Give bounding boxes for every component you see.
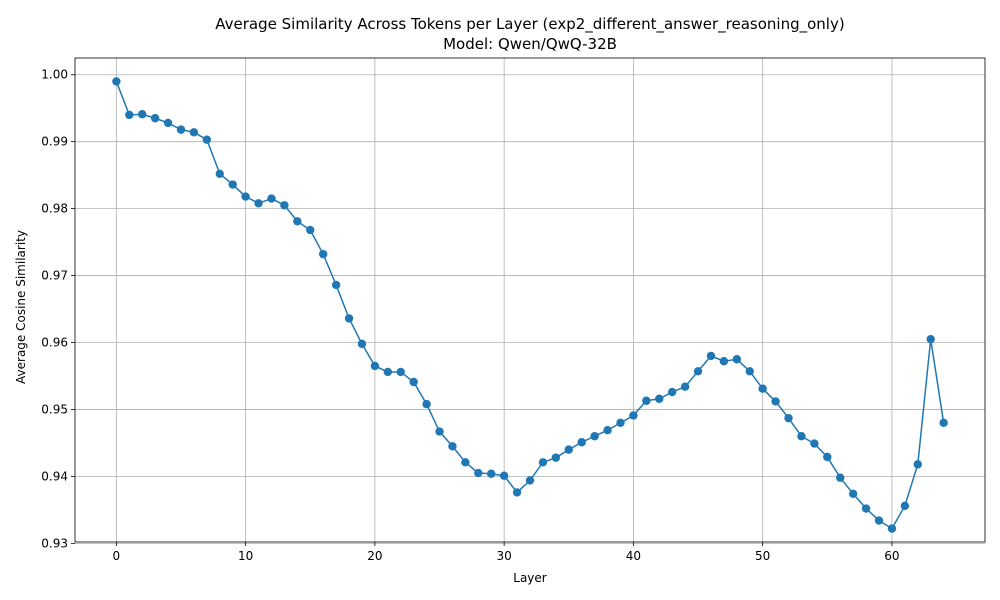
data-point — [396, 367, 405, 377]
data-point — [616, 418, 625, 428]
y-tick-label: 1.00 — [41, 68, 68, 82]
data-point — [693, 367, 703, 376]
data-point — [797, 432, 806, 441]
data-point — [202, 135, 212, 144]
data-point — [293, 217, 302, 226]
data-point — [719, 357, 729, 366]
data-point — [861, 504, 871, 513]
y-axis-label: Average Cosine Similarity — [14, 230, 28, 384]
x-tick-label: 10 — [238, 549, 253, 563]
x-tick-label: 50 — [755, 549, 770, 563]
data-point — [706, 351, 716, 361]
data-point — [642, 396, 651, 405]
data-point — [125, 110, 134, 120]
data-point — [629, 411, 638, 420]
axis-ticks: 0 10 20 30 40 50 60 0.93 0.94 0.95 0.96 0.97 0.98 0.9… — [41, 68, 899, 563]
data-point — [112, 77, 121, 86]
x-axis-label: Layer — [513, 571, 547, 585]
data-point — [150, 114, 160, 123]
data-point — [603, 426, 612, 435]
data-point — [228, 180, 237, 189]
plot-frame — [74, 57, 986, 543]
data-point — [435, 427, 444, 436]
data-point — [848, 489, 858, 498]
x-tick-label: 40 — [626, 549, 641, 563]
data-point — [525, 476, 535, 485]
data-point — [745, 367, 754, 376]
data-point — [344, 314, 354, 323]
data-point — [771, 397, 780, 406]
data-point — [667, 387, 677, 397]
data-point — [487, 469, 496, 478]
x-tick-label: 0 — [113, 549, 121, 563]
data-point — [680, 382, 690, 391]
data-point — [655, 394, 664, 403]
data-point — [836, 473, 845, 482]
data-point — [422, 399, 431, 409]
y-tick-label: 0.98 — [41, 202, 68, 216]
data-point — [215, 169, 224, 179]
data-point — [409, 377, 418, 387]
data-point — [448, 442, 457, 451]
y-tick-label: 0.99 — [41, 135, 68, 149]
data-point — [538, 458, 548, 467]
data-point — [887, 524, 897, 533]
data-point — [474, 468, 483, 478]
chart-title: Average Similarity Across Tokens per Lay… — [215, 15, 844, 34]
data-point — [461, 458, 470, 467]
data-point — [913, 460, 922, 469]
data-point — [499, 471, 509, 480]
data-point — [551, 453, 561, 462]
y-tick-label: 0.95 — [41, 402, 68, 416]
data-point — [176, 125, 186, 134]
x-tick-label: 20 — [367, 549, 382, 563]
series-layer — [112, 77, 948, 533]
data-point — [577, 438, 586, 447]
data-point — [874, 516, 884, 525]
x-tick-label: 30 — [497, 549, 512, 563]
x-tick-label: 60 — [884, 549, 899, 563]
data-point — [189, 128, 199, 137]
data-point — [810, 439, 819, 448]
y-tick-label: 0.96 — [41, 336, 68, 350]
data-point — [590, 432, 599, 441]
data-point — [267, 194, 276, 203]
data-point — [900, 501, 910, 511]
data-point — [784, 413, 793, 423]
data-point — [163, 118, 173, 128]
data-point — [939, 418, 948, 428]
data-point — [926, 334, 935, 344]
grid — [75, 58, 985, 544]
y-tick-label: 0.97 — [41, 269, 68, 283]
data-point — [383, 367, 393, 377]
data-point — [280, 201, 289, 210]
data-point — [306, 225, 315, 235]
data-point — [357, 339, 367, 349]
data-point — [823, 452, 832, 462]
data-point — [564, 445, 573, 454]
data-point — [331, 280, 341, 290]
data-point — [512, 488, 522, 497]
data-point — [318, 249, 328, 259]
data-point — [758, 384, 767, 393]
data-point — [138, 110, 147, 119]
y-tick-label: 0.94 — [41, 469, 68, 483]
chart-subtitle: Model: Qwen/QwQ-32B — [443, 35, 617, 53]
y-tick-label: 0.93 — [41, 536, 68, 550]
data-point — [254, 199, 263, 208]
data-point — [370, 361, 380, 371]
data-point — [241, 192, 250, 201]
data-point — [732, 355, 742, 364]
